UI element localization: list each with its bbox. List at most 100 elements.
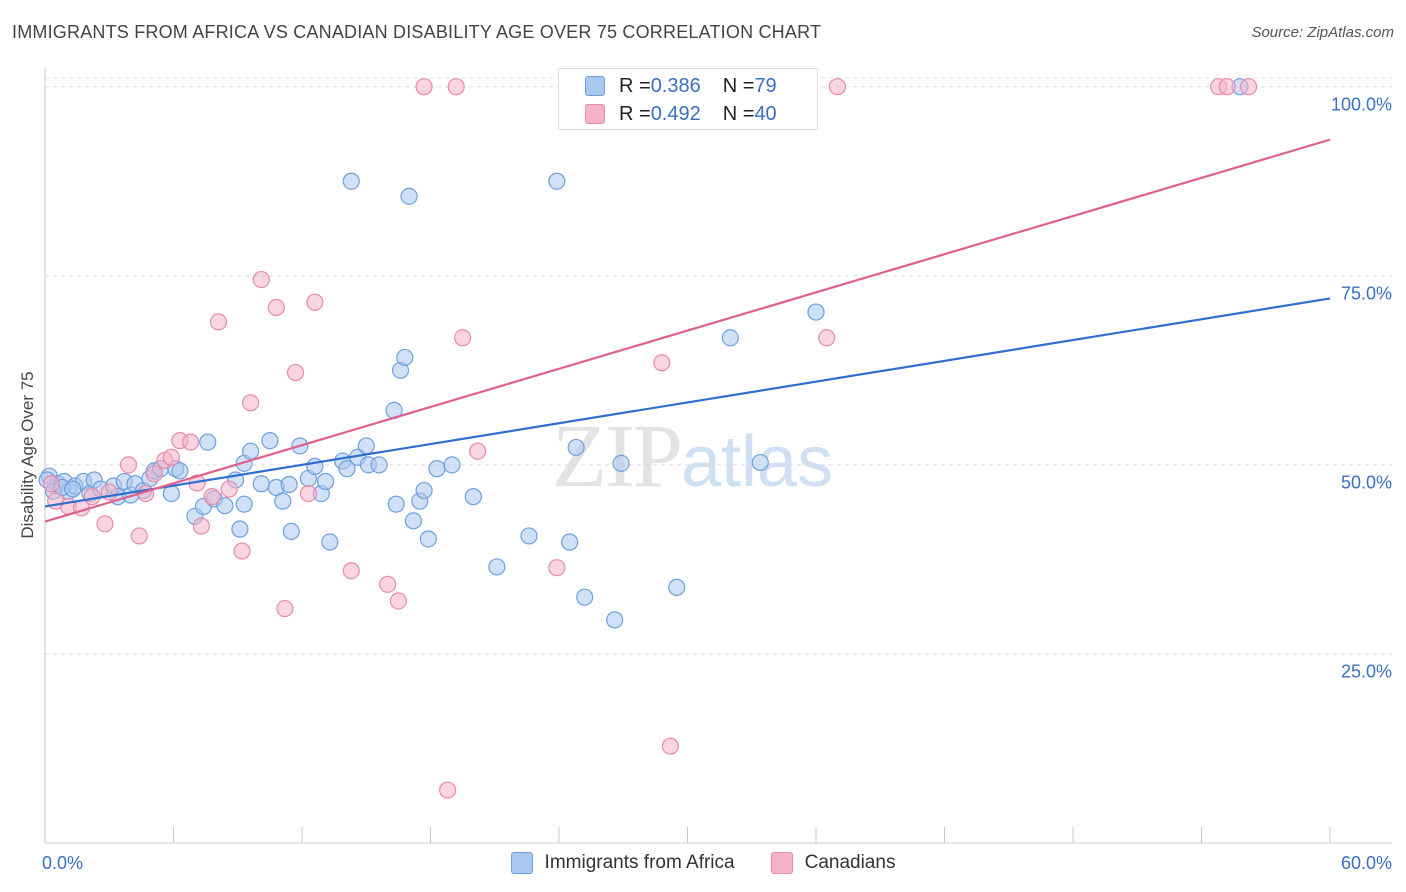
canadians-point: [209, 313, 228, 331]
africa-point: [280, 475, 298, 494]
canadians-point: [130, 527, 148, 545]
data-points: [38, 78, 1258, 799]
africa-point: [721, 329, 739, 347]
canadians-point: [276, 599, 294, 618]
africa-point: [488, 558, 506, 576]
africa-point: [400, 187, 418, 205]
canadians-point: [828, 78, 847, 96]
canadians-point: [96, 515, 114, 533]
africa-point: [357, 437, 375, 455]
africa-point: [199, 433, 217, 451]
africa-point: [231, 520, 249, 538]
n-value: 40: [754, 102, 777, 125]
grid-lines: [45, 77, 1392, 655]
legend-item-africa[interactable]: Immigrants from Africa: [510, 852, 735, 874]
africa-point: [415, 481, 433, 500]
africa-point: [464, 488, 482, 506]
x-tick-max: 60.0%: [1340, 853, 1392, 873]
africa-point: [567, 438, 585, 457]
canadians-point: [389, 592, 407, 610]
canadians-point: [145, 465, 163, 483]
r-label: R =: [619, 102, 651, 125]
legend-item-canadians[interactable]: Canadians: [770, 852, 896, 874]
canadians-point: [83, 488, 101, 506]
canadians-point: [286, 363, 305, 382]
canadians-point: [447, 78, 465, 96]
canadians-point: [192, 517, 210, 535]
africa-point: [242, 442, 260, 460]
y-tick-label: 100.0%: [1330, 94, 1392, 115]
africa-point: [274, 492, 292, 510]
africa-point: [342, 172, 360, 190]
axes: [44, 68, 1392, 844]
africa-trend-line: [44, 297, 1331, 508]
africa-point: [321, 533, 339, 551]
africa-point: [807, 303, 825, 321]
canadians-point: [162, 448, 180, 466]
africa-point: [216, 497, 234, 515]
africa-point: [404, 512, 422, 530]
canadians-point: [203, 488, 221, 506]
y-tick-label: 50.0%: [1340, 472, 1392, 493]
africa-point: [282, 522, 300, 541]
africa-point: [548, 172, 566, 190]
canadians-point: [119, 456, 138, 474]
canadians-point: [379, 575, 397, 593]
y-tick-label: 25.0%: [1340, 661, 1392, 682]
canadians-point: [469, 442, 487, 460]
africa-point: [387, 495, 405, 513]
canadians-point: [233, 542, 251, 560]
trend-lines: [44, 138, 1331, 523]
canadians-point: [299, 484, 318, 503]
canadians-point: [653, 354, 671, 372]
stats-row-africa: R = 0.386 N = 79: [585, 75, 777, 97]
source-credit: Source: ZipAtlas.com: [1251, 24, 1394, 41]
africa-point: [235, 495, 253, 513]
africa-swatch: [585, 76, 605, 96]
legend-label: Canadians: [804, 852, 896, 873]
canadians-point: [306, 293, 324, 311]
n-label: N =: [722, 102, 755, 125]
canadians-point: [267, 298, 285, 317]
africa-point: [171, 462, 189, 480]
r-value: 0.492: [650, 102, 701, 125]
africa-point: [261, 432, 279, 450]
canadians-point: [42, 475, 61, 493]
africa-point: [316, 472, 335, 491]
africa-point: [561, 533, 579, 551]
stats-legend: R = 0.386 N = 79 R = 0.492 N = 40: [558, 68, 818, 130]
canadians-point: [415, 78, 433, 96]
africa-point: [428, 460, 446, 478]
canadians-legend-swatch: [770, 852, 793, 874]
x-tick-min: 0.0%: [42, 853, 84, 873]
zipatlas-watermark: ZIPatlas: [552, 405, 833, 508]
n-label: N =: [722, 74, 755, 97]
canadians-point: [220, 480, 238, 498]
canadians-point: [1218, 78, 1236, 96]
legend-label: Immigrants from Africa: [544, 852, 735, 873]
africa-point: [252, 475, 270, 493]
africa-point: [606, 611, 624, 629]
y-tick-label: 75.0%: [1340, 283, 1392, 304]
canadians-point: [661, 737, 679, 755]
africa-point: [338, 460, 356, 478]
africa-point: [396, 348, 414, 367]
africa-point: [64, 480, 82, 498]
stats-row-canadians: R = 0.492 N = 40: [585, 103, 777, 125]
canadians-point: [342, 562, 360, 580]
r-value: 0.386: [650, 74, 701, 97]
canadians-swatch: [585, 104, 605, 124]
canadians-point: [252, 270, 270, 289]
n-value: 79: [754, 74, 777, 97]
africa-point: [520, 527, 538, 545]
canadians-point: [548, 559, 566, 577]
canadians-trend-line: [44, 138, 1331, 523]
r-label: R =: [619, 74, 651, 97]
africa-point: [443, 456, 461, 474]
africa-point: [419, 530, 437, 548]
africa-legend-swatch: [510, 852, 533, 874]
africa-point: [576, 588, 594, 606]
canadians-point: [1240, 78, 1258, 96]
canadians-point: [242, 394, 260, 412]
